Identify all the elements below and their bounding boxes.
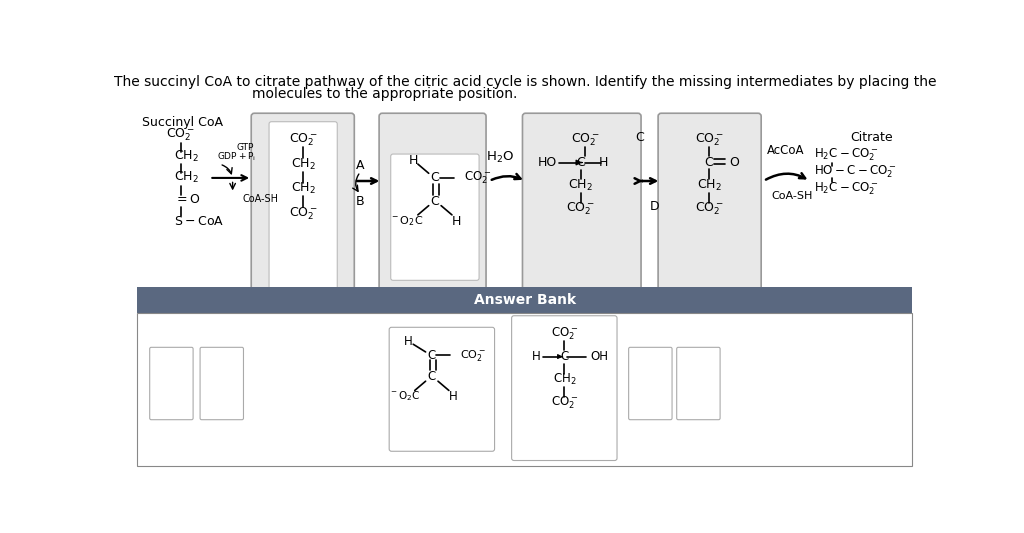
Text: C: C <box>430 172 439 184</box>
Text: $\mathregular{GDP+P_i}$: $\mathregular{GDP+P_i}$ <box>217 150 256 163</box>
Bar <box>137 313 912 466</box>
Text: $\mathregular{CH_2}$: $\mathregular{CH_2}$ <box>553 372 577 387</box>
Text: $\mathregular{C}$: $\mathregular{C}$ <box>427 349 436 361</box>
Text: $\mathregular{CO_2^-}$: $\mathregular{CO_2^-}$ <box>166 126 196 143</box>
Text: $\mathregular{S-CoA}$: $\mathregular{S-CoA}$ <box>174 215 224 228</box>
Text: D: D <box>650 200 659 213</box>
Text: CoA-SH: CoA-SH <box>771 191 813 201</box>
Text: C: C <box>577 156 585 169</box>
Text: $\mathregular{H_2C-CO_2^-}$: $\mathregular{H_2C-CO_2^-}$ <box>814 147 879 163</box>
Text: $\mathregular{CO_2^-}$: $\mathregular{CO_2^-}$ <box>289 205 317 222</box>
Text: GTP: GTP <box>237 143 254 151</box>
Text: $\mathregular{CO_2^-}$: $\mathregular{CO_2^-}$ <box>464 169 492 186</box>
Bar <box>137 287 912 313</box>
Text: CoA-SH: CoA-SH <box>243 193 279 204</box>
Text: H: H <box>404 335 413 348</box>
Text: The succinyl CoA to citrate pathway of the citric acid cycle is shown. Identify : The succinyl CoA to citrate pathway of t… <box>114 75 936 88</box>
Text: $\mathregular{CO_2^-}$: $\mathregular{CO_2^-}$ <box>695 131 724 148</box>
Text: OH: OH <box>591 350 608 363</box>
Text: $\mathregular{CO_2^-}$: $\mathregular{CO_2^-}$ <box>570 131 600 148</box>
Text: $\mathregular{C}$: $\mathregular{C}$ <box>705 156 715 169</box>
Text: $\mathregular{=O}$: $\mathregular{=O}$ <box>174 193 201 206</box>
Text: Succinyl CoA: Succinyl CoA <box>142 116 223 130</box>
Text: H: H <box>532 350 541 363</box>
FancyBboxPatch shape <box>389 327 495 451</box>
Text: Answer Bank: Answer Bank <box>474 293 575 308</box>
FancyBboxPatch shape <box>200 348 244 419</box>
Text: $\mathregular{CO_2^-}$: $\mathregular{CO_2^-}$ <box>566 200 595 217</box>
Text: $\mathregular{CH_2}$: $\mathregular{CH_2}$ <box>568 178 593 193</box>
Text: A: A <box>356 159 365 172</box>
Text: molecules to the appropriate position.: molecules to the appropriate position. <box>252 87 517 101</box>
FancyBboxPatch shape <box>522 113 641 301</box>
Text: $\mathregular{CH_2}$: $\mathregular{CH_2}$ <box>291 157 315 172</box>
Text: $\mathregular{H_2O}$: $\mathregular{H_2O}$ <box>486 150 514 165</box>
Text: $\mathregular{CH_2}$: $\mathregular{CH_2}$ <box>291 181 315 196</box>
Text: $\mathregular{CH_2}$: $\mathregular{CH_2}$ <box>174 149 200 164</box>
Text: $\mathregular{CO_2^-}$: $\mathregular{CO_2^-}$ <box>289 131 317 148</box>
FancyBboxPatch shape <box>150 348 194 419</box>
FancyBboxPatch shape <box>269 122 337 292</box>
Text: $\mathregular{H_2C-CO_2^-}$: $\mathregular{H_2C-CO_2^-}$ <box>814 181 879 197</box>
Text: $\mathregular{CO_2^-}$: $\mathregular{CO_2^-}$ <box>695 200 724 217</box>
Text: $\mathregular{CO_2^-}$: $\mathregular{CO_2^-}$ <box>551 394 578 411</box>
Text: C: C <box>635 131 644 143</box>
Text: $\mathregular{C}$: $\mathregular{C}$ <box>427 370 436 383</box>
Text: H: H <box>599 156 608 169</box>
Text: H: H <box>409 155 418 167</box>
FancyBboxPatch shape <box>658 113 761 301</box>
Text: AcCoA: AcCoA <box>767 144 805 157</box>
Text: HO: HO <box>538 156 557 169</box>
Text: $\mathregular{CH_2}$: $\mathregular{CH_2}$ <box>174 171 200 185</box>
Text: H: H <box>452 215 461 228</box>
FancyBboxPatch shape <box>512 316 617 461</box>
FancyBboxPatch shape <box>391 154 479 280</box>
FancyBboxPatch shape <box>629 348 672 419</box>
Text: $\mathregular{C}$: $\mathregular{C}$ <box>559 350 569 363</box>
Text: C: C <box>430 195 439 207</box>
FancyBboxPatch shape <box>251 113 354 301</box>
Text: H: H <box>450 390 458 403</box>
Text: $\mathregular{HO-C-CO_2^-}$: $\mathregular{HO-C-CO_2^-}$ <box>814 164 896 180</box>
FancyBboxPatch shape <box>677 348 720 419</box>
Text: $\mathregular{^-O_2C}$: $\mathregular{^-O_2C}$ <box>389 390 420 403</box>
Text: Citrate: Citrate <box>851 131 893 143</box>
Text: $\mathregular{^-O_2C}$: $\mathregular{^-O_2C}$ <box>390 214 424 228</box>
Text: $\mathregular{CH_2}$: $\mathregular{CH_2}$ <box>696 178 722 193</box>
Text: O: O <box>729 156 739 169</box>
Text: $\mathregular{CO_2^-}$: $\mathregular{CO_2^-}$ <box>551 325 578 342</box>
Text: B: B <box>356 195 365 207</box>
Text: $\mathregular{CO_2^-}$: $\mathregular{CO_2^-}$ <box>460 348 485 362</box>
FancyBboxPatch shape <box>379 113 486 301</box>
